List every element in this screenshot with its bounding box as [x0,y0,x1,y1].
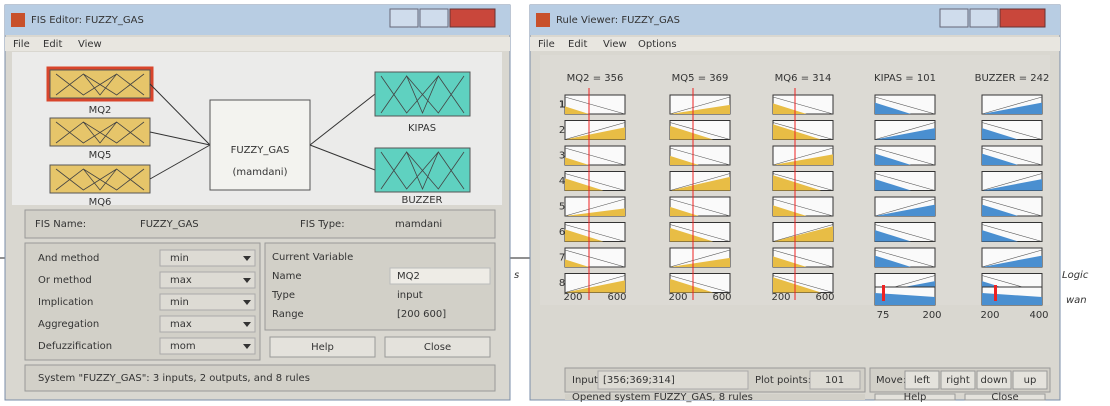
rule-number: 2 [559,125,565,136]
status-text: Opened system FUZZY_GAS, 8 rules [572,392,753,403]
window-title: FIS Editor: FUZZY_GAS [31,15,144,26]
move-button-label: right [946,375,970,386]
menu-item[interactable]: Options [638,39,677,50]
axis-label: 400 [1029,310,1048,321]
rule-number: 1 [559,100,565,111]
background-text: wan [1066,295,1087,306]
close-button[interactable] [450,9,495,27]
close-button[interactable] [1000,9,1045,27]
menu-item[interactable]: File [538,39,555,50]
method-value: min [170,253,189,264]
method-value: max [170,275,192,286]
help-button-label: Help [904,392,927,403]
axis-label: 200 [668,292,687,303]
output-marker [994,285,997,301]
variable-label: Name [272,271,302,282]
close-button-label: Close [424,342,451,353]
window-title: Rule Viewer: FUZZY_GAS [556,15,680,26]
rule-number: 6 [559,227,565,238]
variable-value: input [397,290,423,301]
input-label: MQ5 [89,150,112,161]
input-label: MQ2 [89,105,112,116]
app-icon [536,13,550,27]
axis-label: 600 [815,292,834,303]
column-header: KIPAS = 101 [874,73,936,84]
method-label: Aggregation [38,319,99,330]
variable-label: Type [271,290,295,301]
help-button-label: Help [311,342,334,353]
field-label: FIS Name: [35,219,86,230]
screenshot: s Logic wan FIS Editor: FUZZY_GAS File Edit Vi… [0,0,1110,406]
rule-number: 8 [559,278,565,289]
column-header: MQ2 = 356 [567,73,624,84]
menu-item[interactable]: View [78,39,102,50]
axis-label: 75 [877,310,890,321]
move-button-label: down [981,375,1008,386]
menu-item[interactable]: Edit [43,39,62,50]
output-label: KIPAS [408,123,436,134]
rule-number: 4 [559,176,565,187]
rule-number: 5 [559,202,565,213]
system-type: (mamdani) [232,167,287,178]
background-text: Logic [1062,270,1089,281]
background-text: s [514,270,519,281]
app-icon [11,13,25,27]
input-label: MQ6 [89,197,112,208]
minimize-button[interactable] [390,9,418,27]
input-variable[interactable] [50,118,150,146]
field-label: FIS Type: [300,219,345,230]
output-marker [882,285,885,301]
minimize-button[interactable] [940,9,968,27]
variable-label: Range [272,309,304,320]
method-label: Defuzzification [38,341,112,352]
menu-item[interactable]: Edit [568,39,587,50]
axis-label: 200 [980,310,999,321]
column-header: MQ5 = 369 [672,73,729,84]
method-label: And method [38,253,99,264]
column-header: MQ6 = 314 [775,73,832,84]
field-value: [356;369;314] [603,375,675,386]
field-label: Plot points: [755,375,811,386]
rule-number: 3 [559,151,565,162]
field-value: 101 [825,375,844,386]
move-button-label: left [914,375,930,386]
field-value: mamdani [395,219,442,230]
method-value: mom [170,341,196,352]
menu-item[interactable]: View [603,39,627,50]
field-label: Input: [572,375,601,386]
axis-label: 200 [563,292,582,303]
axis-label: 600 [607,292,626,303]
input-variable[interactable] [50,165,150,193]
rule-number: 7 [559,253,565,264]
maximize-button[interactable] [970,9,998,27]
panel-title: Current Variable [272,252,353,263]
status-text: System "FUZZY_GAS": 3 inputs, 2 outputs,… [38,373,310,384]
variable-value: MQ2 [397,271,420,282]
maximize-button[interactable] [420,9,448,27]
axis-label: 600 [712,292,731,303]
field-value: FUZZY_GAS [140,219,199,230]
axis-label: 200 [922,310,941,321]
method-label: Or method [38,275,92,286]
axis-label: 200 [771,292,790,303]
method-value: min [170,297,189,308]
close-button-label: Close [991,392,1018,403]
method-value: max [170,319,192,330]
menu-item[interactable]: File [13,39,30,50]
input-variable[interactable] [50,70,150,98]
method-label: Implication [38,297,93,308]
move-button-label: up [1024,375,1037,386]
field-label: Move: [876,375,906,386]
system-name: FUZZY_GAS [231,145,290,156]
output-label: BUZZER [402,195,443,206]
variable-value: [200 600] [397,309,446,320]
column-header: BUZZER = 242 [975,73,1050,84]
